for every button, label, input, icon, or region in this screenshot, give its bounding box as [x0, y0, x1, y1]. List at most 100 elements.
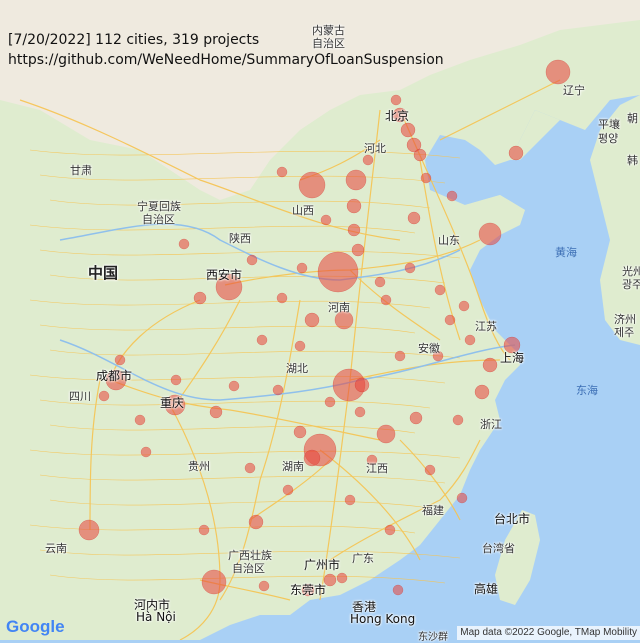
label-hongkong-en: Hong Kong: [350, 612, 416, 626]
city-marker[interactable]: [198, 524, 210, 536]
city-marker[interactable]: [413, 148, 427, 162]
city-marker[interactable]: [545, 59, 571, 85]
city-marker[interactable]: [374, 276, 386, 288]
city-marker[interactable]: [409, 411, 423, 425]
label-korea-north: 朝: [627, 112, 638, 125]
label-dongguan: 东莞市: [290, 583, 327, 597]
city-marker[interactable]: [444, 314, 456, 326]
city-marker[interactable]: [334, 310, 354, 330]
city-marker[interactable]: [347, 223, 361, 237]
city-marker[interactable]: [134, 414, 146, 426]
city-marker[interactable]: [452, 414, 464, 426]
city-marker[interactable]: [178, 238, 190, 250]
city-marker[interactable]: [114, 354, 126, 366]
city-marker[interactable]: [392, 584, 404, 596]
label-yunnan: 云南: [45, 542, 67, 555]
city-marker[interactable]: [293, 425, 307, 439]
city-marker[interactable]: [282, 484, 294, 496]
source-url[interactable]: https://github.com/WeNeedHome/SummaryOfL…: [8, 52, 444, 68]
label-liaoning: 辽宁: [563, 84, 585, 97]
city-marker[interactable]: [272, 384, 284, 396]
map-attribution[interactable]: Map data ©2022 Google, TMap Mobility: [457, 626, 640, 640]
city-marker[interactable]: [317, 251, 359, 293]
road-11: [329, 439, 481, 561]
city-marker[interactable]: [404, 262, 416, 274]
city-marker[interactable]: [201, 569, 227, 595]
city-marker[interactable]: [354, 406, 366, 418]
city-marker[interactable]: [464, 334, 476, 346]
city-marker[interactable]: [294, 340, 306, 352]
city-marker[interactable]: [380, 294, 392, 306]
city-marker[interactable]: [392, 107, 408, 123]
city-marker[interactable]: [296, 262, 308, 274]
city-marker[interactable]: [366, 454, 378, 466]
city-marker[interactable]: [432, 350, 444, 362]
city-marker[interactable]: [482, 357, 498, 373]
city-marker[interactable]: [244, 462, 256, 474]
city-marker[interactable]: [276, 292, 288, 304]
minor-road-0: [29, 149, 461, 159]
city-marker[interactable]: [323, 573, 337, 587]
city-marker[interactable]: [420, 172, 432, 184]
road-10: [89, 379, 101, 531]
label-gansu: 甘肃: [70, 164, 92, 177]
city-marker[interactable]: [406, 137, 422, 153]
city-marker[interactable]: [424, 464, 436, 476]
city-marker[interactable]: [390, 94, 402, 106]
city-marker[interactable]: [248, 514, 264, 530]
city-marker[interactable]: [407, 211, 421, 225]
city-marker[interactable]: [458, 300, 470, 312]
city-marker[interactable]: [246, 254, 258, 266]
city-marker[interactable]: [215, 273, 243, 301]
city-marker[interactable]: [362, 154, 374, 166]
google-logo[interactable]: Google: [6, 617, 65, 637]
label-beijing: 北京: [385, 109, 410, 123]
city-marker[interactable]: [508, 145, 524, 161]
city-marker[interactable]: [336, 572, 348, 584]
road-18: [399, 439, 461, 521]
city-marker[interactable]: [434, 284, 446, 296]
city-marker[interactable]: [209, 405, 223, 419]
city-marker[interactable]: [258, 580, 270, 592]
city-marker[interactable]: [276, 166, 288, 178]
label-guangdong: 广东: [352, 552, 374, 565]
city-marker[interactable]: [324, 396, 336, 408]
northern-arid-zone: [0, 0, 640, 200]
city-marker[interactable]: [98, 390, 110, 402]
city-marker[interactable]: [170, 374, 182, 386]
city-marker[interactable]: [301, 583, 315, 597]
city-marker[interactable]: [140, 446, 152, 458]
city-marker[interactable]: [78, 519, 100, 541]
city-marker[interactable]: [474, 384, 490, 400]
label-shandong: 山东: [438, 234, 460, 247]
city-marker[interactable]: [345, 169, 367, 191]
city-marker[interactable]: [351, 243, 365, 257]
city-marker[interactable]: [354, 377, 370, 393]
minor-road-4: [39, 249, 461, 259]
label-ningxia-2: 自治区: [142, 213, 175, 226]
city-marker[interactable]: [446, 190, 458, 202]
label-chongqing: 重庆: [160, 396, 185, 410]
label-pyongyang-2: 평양: [598, 132, 619, 145]
city-marker[interactable]: [105, 369, 127, 391]
city-marker[interactable]: [394, 350, 406, 362]
city-marker[interactable]: [346, 198, 362, 214]
label-inner-mongolia: 内蒙古: [312, 24, 345, 37]
city-marker[interactable]: [304, 312, 320, 328]
city-marker[interactable]: [320, 214, 332, 226]
city-marker[interactable]: [228, 380, 240, 392]
city-marker[interactable]: [193, 291, 207, 305]
city-marker[interactable]: [503, 336, 521, 354]
city-marker[interactable]: [256, 334, 268, 346]
city-marker[interactable]: [344, 494, 356, 506]
city-marker[interactable]: [298, 171, 326, 199]
city-marker[interactable]: [376, 424, 396, 444]
city-marker[interactable]: [303, 449, 321, 467]
city-marker[interactable]: [384, 524, 396, 536]
city-marker[interactable]: [478, 222, 502, 246]
city-marker[interactable]: [400, 122, 416, 138]
label-shaanxi: 陕西: [229, 232, 251, 245]
city-marker[interactable]: [456, 492, 468, 504]
city-marker[interactable]: [164, 394, 186, 416]
